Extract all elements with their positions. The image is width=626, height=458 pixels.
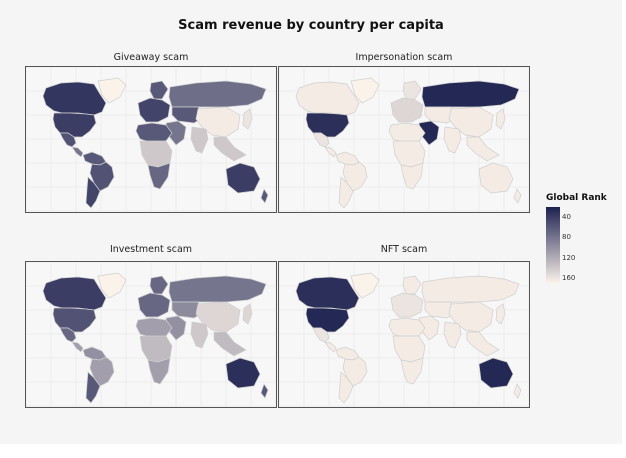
region-russia bbox=[421, 80, 520, 108]
world-map-impersonation bbox=[279, 67, 529, 212]
region-scandinavia bbox=[149, 80, 169, 100]
world-map-investment bbox=[26, 262, 276, 407]
region-russia bbox=[168, 80, 267, 108]
legend-tick-label: 40 bbox=[562, 213, 571, 222]
region-africa-south bbox=[147, 162, 171, 190]
region-australia bbox=[225, 357, 261, 389]
region-new-zealand bbox=[513, 188, 522, 204]
region-japan bbox=[242, 108, 253, 130]
region-new-zealand bbox=[260, 383, 269, 399]
panel-title-investment: Investment scam bbox=[109, 244, 193, 255]
region-japan bbox=[495, 108, 506, 130]
region-south-america-south bbox=[85, 371, 101, 404]
main-title: Scam revenue by country per capita bbox=[178, 18, 444, 33]
region-india bbox=[190, 321, 209, 349]
region-africa-north bbox=[135, 317, 173, 339]
panel-title-impersonation: Impersonation scam bbox=[355, 52, 453, 63]
region-europe-west bbox=[137, 97, 171, 123]
region-canada bbox=[42, 81, 107, 116]
region-southeast-asia bbox=[213, 331, 247, 357]
legend-tick-label: 120 bbox=[562, 253, 576, 262]
panel-title-giveaway: Giveaway scam bbox=[113, 52, 189, 63]
region-central-america bbox=[324, 146, 337, 158]
region-brazil bbox=[89, 161, 115, 192]
region-mexico bbox=[312, 327, 330, 343]
region-mexico bbox=[59, 132, 77, 148]
legend-tick-label: 80 bbox=[562, 233, 571, 242]
region-africa-north bbox=[135, 122, 173, 144]
region-southeast-asia bbox=[466, 136, 500, 162]
region-europe-west bbox=[390, 97, 424, 123]
map-panel-impersonation bbox=[278, 66, 530, 213]
region-scandinavia bbox=[149, 275, 169, 295]
region-central-america bbox=[71, 341, 84, 353]
region-south-america-south bbox=[338, 176, 354, 209]
region-europe-west bbox=[390, 292, 424, 318]
region-africa-north bbox=[388, 317, 426, 339]
panel-title-nft: NFT scam bbox=[380, 244, 428, 255]
region-south-america-south bbox=[85, 176, 101, 209]
region-south-america-south bbox=[338, 371, 354, 404]
region-india bbox=[443, 321, 462, 349]
legend-tick-label: 160 bbox=[562, 273, 576, 282]
chart-page: Scam revenue by country per capita Givea… bbox=[25, 18, 607, 408]
region-southeast-asia bbox=[466, 331, 500, 357]
region-central-america bbox=[71, 146, 84, 158]
world-map-giveaway bbox=[26, 67, 276, 212]
region-india bbox=[190, 126, 209, 154]
region-japan bbox=[495, 303, 506, 325]
region-japan bbox=[242, 303, 253, 325]
region-new-zealand bbox=[260, 188, 269, 204]
world-map-nft bbox=[279, 262, 529, 407]
region-brazil bbox=[342, 356, 368, 387]
region-usa bbox=[305, 307, 350, 333]
region-greenland bbox=[350, 77, 380, 104]
region-canada bbox=[295, 81, 360, 116]
region-canada bbox=[42, 276, 107, 311]
region-africa-south bbox=[147, 357, 171, 385]
map-panel-giveaway bbox=[25, 66, 277, 213]
region-australia bbox=[225, 162, 261, 194]
region-mexico bbox=[59, 327, 77, 343]
region-new-zealand bbox=[513, 383, 522, 399]
region-brazil bbox=[89, 356, 115, 387]
region-africa-north bbox=[388, 122, 426, 144]
region-central-america bbox=[324, 341, 337, 353]
region-greenland bbox=[97, 272, 127, 299]
region-usa bbox=[52, 112, 97, 138]
map-panel-investment bbox=[25, 261, 277, 408]
map-panel-nft bbox=[278, 261, 530, 408]
region-africa-south bbox=[400, 357, 424, 385]
region-india bbox=[443, 126, 462, 154]
region-australia bbox=[478, 162, 514, 194]
region-usa bbox=[52, 307, 97, 333]
region-greenland bbox=[97, 77, 127, 104]
region-mexico bbox=[312, 132, 330, 148]
region-usa bbox=[305, 112, 350, 138]
region-scandinavia bbox=[402, 275, 422, 295]
region-greenland bbox=[350, 272, 380, 299]
region-africa-south bbox=[400, 162, 424, 190]
region-europe-west bbox=[137, 292, 171, 318]
legend-color-bar bbox=[546, 207, 560, 283]
region-scandinavia bbox=[402, 80, 422, 100]
region-brazil bbox=[342, 161, 368, 192]
region-russia bbox=[421, 275, 520, 303]
region-canada bbox=[295, 276, 360, 311]
region-southeast-asia bbox=[213, 136, 247, 162]
region-australia bbox=[478, 357, 514, 389]
legend-title: Global Rank bbox=[546, 193, 607, 203]
region-russia bbox=[168, 275, 267, 303]
